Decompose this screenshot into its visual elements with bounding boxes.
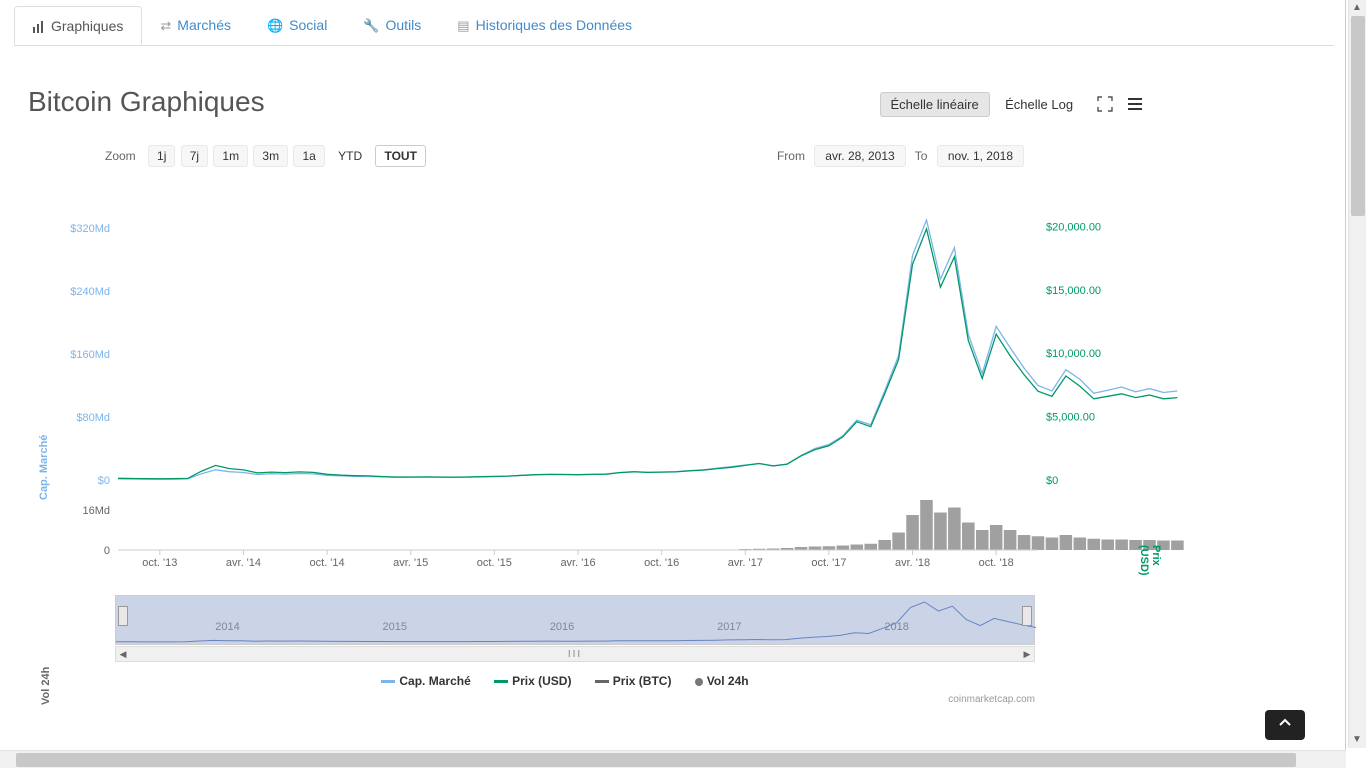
zoom-tout[interactable]: TOUT	[375, 145, 425, 167]
bars-icon	[33, 19, 45, 34]
svg-text:$80Md: $80Md	[76, 412, 110, 424]
svg-text:$20,000.00: $20,000.00	[1046, 221, 1101, 233]
price-chart[interactable]: Cap. Marché Prix (USD) Vol 24h $0$80Md$1…	[28, 200, 1128, 580]
date-range: From avr. 28, 2013 To nov. 1, 2018	[777, 145, 1030, 167]
zoom-1j[interactable]: 1j	[148, 145, 175, 167]
scroll-thumb[interactable]	[1351, 16, 1365, 216]
svg-text:2015: 2015	[383, 621, 407, 633]
tab-label: Graphiques	[51, 18, 123, 34]
svg-text:$10,000.00: $10,000.00	[1046, 348, 1101, 360]
range-navigator[interactable]: 2014 2015 2016 2017 2018	[115, 595, 1035, 645]
chart-legend: Cap. Marché Prix (USD) Prix (BTC) Vol 24…	[0, 674, 1130, 688]
svg-text:$5,000.00: $5,000.00	[1046, 412, 1095, 424]
svg-text:oct. '13: oct. '13	[142, 557, 177, 569]
navigator-handle-right[interactable]	[1022, 606, 1032, 626]
fullscreen-icon[interactable]	[1097, 96, 1115, 114]
scroll-up-icon[interactable]: ▲	[1349, 0, 1365, 16]
svg-text:oct. '18: oct. '18	[979, 557, 1014, 569]
legend-swatch	[381, 680, 395, 683]
svg-text:$0: $0	[98, 475, 110, 487]
from-label: From	[777, 149, 805, 163]
nav-scroll-right-icon[interactable]: ▶	[1020, 647, 1034, 661]
calendar-icon: ▤	[457, 18, 469, 33]
svg-text:avr. '15: avr. '15	[393, 557, 428, 569]
zoom-1m[interactable]: 1m	[213, 145, 248, 167]
svg-text:oct. '16: oct. '16	[644, 557, 679, 569]
svg-text:avr. '16: avr. '16	[560, 557, 595, 569]
scale-linear-button[interactable]: Échelle linéaire	[880, 92, 990, 117]
tab-graphiques[interactable]: Graphiques	[14, 6, 142, 45]
svg-text:2017: 2017	[717, 621, 741, 633]
scale-log-button[interactable]: Échelle Log	[994, 92, 1084, 117]
legend-price-usd[interactable]: Prix (USD)	[494, 674, 571, 688]
tab-historiques[interactable]: ▤ Historiques des Données	[439, 6, 650, 45]
swap-icon: ⇄	[160, 18, 171, 33]
zoom-7j[interactable]: 7j	[181, 145, 208, 167]
y-axis-left-title: Cap. Marché	[38, 435, 50, 500]
zoom-3m[interactable]: 3m	[253, 145, 288, 167]
back-to-top-button[interactable]	[1265, 710, 1305, 740]
tab-bar: Graphiques ⇄ Marchés 🌐 Social 🔧 Outils ▤ His…	[14, 6, 1334, 46]
scroll-down-icon[interactable]: ▼	[1349, 732, 1365, 748]
tab-marches[interactable]: ⇄ Marchés	[142, 6, 249, 45]
nav-scroll-grip-icon: III	[568, 649, 582, 660]
to-label: To	[915, 149, 928, 163]
zoom-ytd[interactable]: YTD	[330, 146, 370, 166]
from-date-field[interactable]: avr. 28, 2013	[814, 145, 905, 167]
zoom-label: Zoom	[105, 149, 136, 163]
legend-dot	[695, 678, 703, 686]
legend-cap[interactable]: Cap. Marché	[381, 674, 470, 688]
svg-text:2014: 2014	[215, 621, 239, 633]
legend-price-btc[interactable]: Prix (BTC)	[595, 674, 672, 688]
legend-swatch	[595, 680, 609, 683]
menu-icon[interactable]	[1127, 96, 1145, 114]
scale-toggle: Échelle linéaire Échelle Log	[880, 92, 1145, 117]
svg-text:2016: 2016	[550, 621, 574, 633]
nav-scroll-left-icon[interactable]: ◀	[116, 647, 130, 661]
tab-label: Marchés	[177, 17, 231, 33]
tab-social[interactable]: 🌐 Social	[249, 6, 345, 45]
zoom-controls: Zoom 1j 7j 1m 3m 1a YTD TOUT	[105, 145, 427, 167]
chart-credit: coinmarketcap.com	[115, 694, 1035, 705]
svg-text:$160Md: $160Md	[70, 349, 110, 361]
svg-text:avr. '14: avr. '14	[226, 557, 261, 569]
page-title: Bitcoin Graphiques	[28, 86, 265, 118]
page-hscrollbar[interactable]	[0, 750, 1346, 768]
svg-text:avr. '18: avr. '18	[895, 557, 930, 569]
wrench-icon: 🔧	[363, 18, 379, 33]
chevron-up-icon	[1278, 716, 1292, 730]
tab-outils[interactable]: 🔧 Outils	[345, 6, 439, 45]
zoom-1a[interactable]: 1a	[293, 145, 324, 167]
svg-text:$320Md: $320Md	[70, 223, 110, 235]
y-axis-right-title: Prix (USD)	[1138, 545, 1162, 576]
tab-label: Historiques des Données	[476, 17, 632, 33]
tab-label: Outils	[386, 17, 422, 33]
scroll-thumb[interactable]	[16, 753, 1296, 767]
svg-text:2018: 2018	[884, 621, 908, 633]
page-vscrollbar[interactable]: ▲ ▼	[1348, 0, 1366, 748]
navigator-handle-left[interactable]	[118, 606, 128, 626]
svg-text:avr. '17: avr. '17	[728, 557, 763, 569]
navigator-scrollbar[interactable]: ◀ III ▶	[115, 646, 1035, 662]
svg-text:$15,000.00: $15,000.00	[1046, 285, 1101, 297]
svg-text:0: 0	[104, 545, 110, 557]
to-date-field[interactable]: nov. 1, 2018	[937, 145, 1024, 167]
svg-text:oct. '14: oct. '14	[310, 557, 345, 569]
globe-icon: 🌐	[267, 18, 283, 33]
svg-text:oct. '15: oct. '15	[477, 557, 512, 569]
svg-text:16Md: 16Md	[82, 505, 110, 517]
svg-text:oct. '17: oct. '17	[811, 557, 846, 569]
svg-text:$0: $0	[1046, 475, 1058, 487]
svg-text:$240Md: $240Md	[70, 286, 110, 298]
tab-label: Social	[289, 17, 327, 33]
legend-vol[interactable]: Vol 24h	[695, 674, 749, 688]
legend-swatch	[494, 680, 508, 683]
